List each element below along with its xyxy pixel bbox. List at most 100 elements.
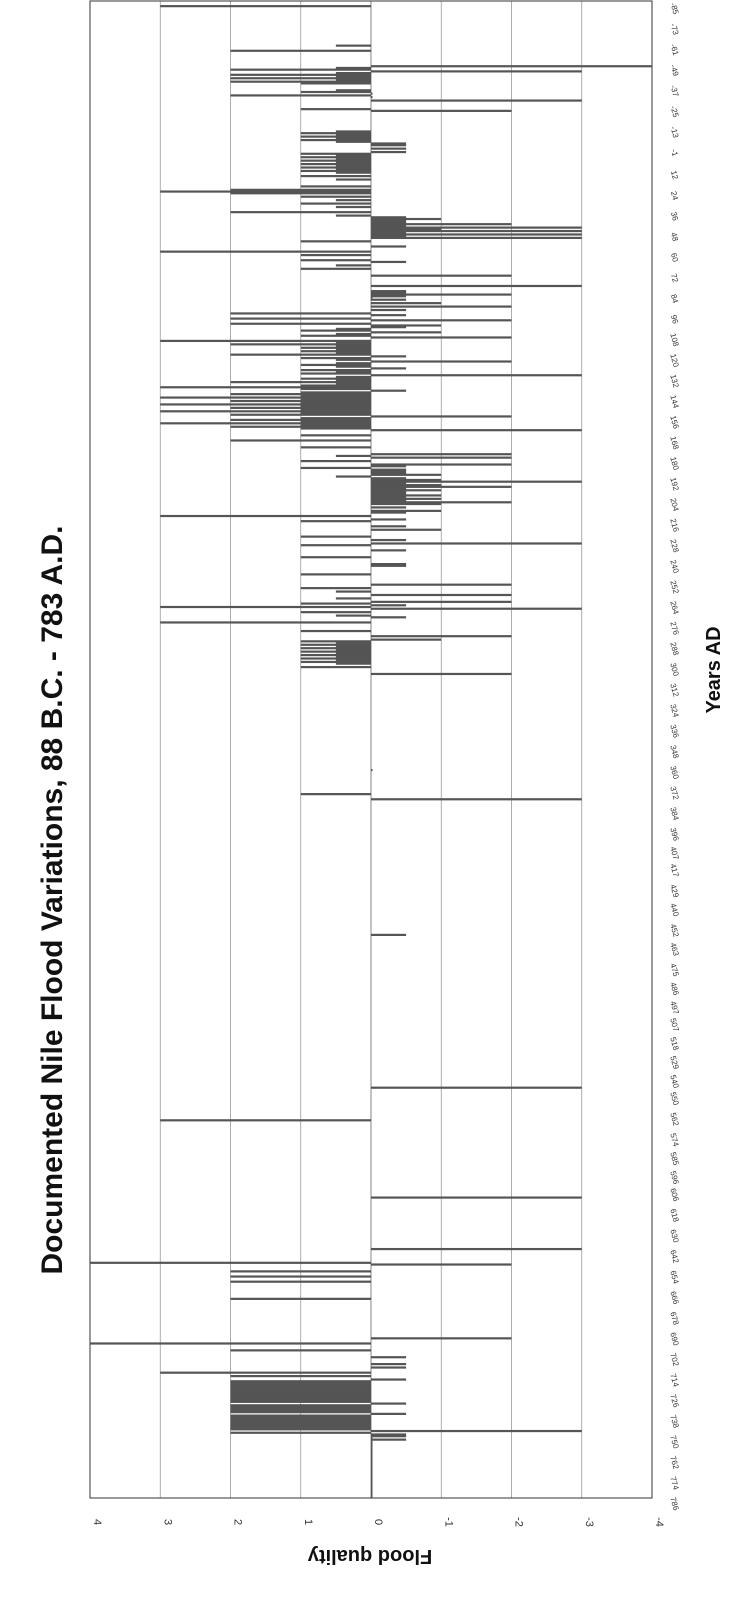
bar xyxy=(300,520,371,523)
bar xyxy=(230,1349,371,1352)
bar xyxy=(230,425,371,428)
bar xyxy=(371,99,582,102)
x-tick-label: 156 xyxy=(668,415,680,431)
bar xyxy=(335,78,371,82)
bar xyxy=(371,1366,407,1369)
x-tick-label: 518 xyxy=(668,1036,680,1052)
bar xyxy=(230,1395,371,1398)
bar xyxy=(371,1452,373,1455)
bar xyxy=(371,326,407,329)
bar xyxy=(371,144,407,147)
x-tick-label: 168 xyxy=(668,435,680,451)
x-tick-label: 507 xyxy=(668,1017,680,1033)
bar xyxy=(335,161,371,164)
bar xyxy=(300,423,371,427)
bar xyxy=(371,492,407,495)
bar xyxy=(300,175,371,178)
bar xyxy=(335,44,371,47)
bar xyxy=(371,465,407,468)
bar xyxy=(300,166,371,169)
x-tick-label: 216 xyxy=(668,518,680,534)
bar xyxy=(160,339,371,343)
bar xyxy=(371,480,582,483)
bar xyxy=(300,427,371,430)
bar xyxy=(335,157,371,161)
bar xyxy=(371,65,652,68)
bar xyxy=(371,295,407,298)
bar xyxy=(371,1196,582,1199)
bar xyxy=(371,260,407,264)
bar xyxy=(160,396,371,399)
bar xyxy=(335,382,371,385)
x-tick-label: 654 xyxy=(668,1270,680,1286)
bar xyxy=(335,659,371,662)
x-tick-label: 642 xyxy=(668,1249,680,1265)
bar xyxy=(300,587,371,590)
bar xyxy=(371,1493,373,1496)
bar xyxy=(230,343,371,346)
bar xyxy=(371,92,373,95)
x-tick-label: 540 xyxy=(668,1074,680,1090)
bar xyxy=(300,169,371,173)
bar xyxy=(160,1371,371,1374)
bar xyxy=(230,1385,371,1388)
bar xyxy=(371,147,407,150)
x-tick-label: 678 xyxy=(668,1311,680,1327)
bar xyxy=(335,168,371,171)
bar xyxy=(230,1375,371,1378)
bar xyxy=(300,108,371,111)
bar xyxy=(335,327,371,330)
bar xyxy=(371,1443,373,1446)
bar xyxy=(371,1455,373,1458)
bar xyxy=(230,1426,371,1429)
bar xyxy=(371,150,407,154)
x-tick-label: 240 xyxy=(668,559,680,575)
bar xyxy=(371,1490,373,1493)
x-tick-label: 312 xyxy=(668,682,680,698)
bar xyxy=(230,413,371,416)
bar xyxy=(300,159,371,162)
bar xyxy=(230,353,371,356)
bar xyxy=(335,614,371,617)
bar xyxy=(335,375,371,379)
y-tick-label: 1 xyxy=(302,1519,314,1525)
x-tick-label: 690 xyxy=(668,1331,680,1347)
x-tick-label: -13 xyxy=(669,125,681,139)
x-tick-label: 550 xyxy=(668,1091,680,1107)
bar xyxy=(371,293,512,296)
bar xyxy=(300,384,371,387)
bar xyxy=(371,308,407,312)
bar xyxy=(300,405,371,408)
x-tick-label: 108 xyxy=(668,332,680,348)
bar xyxy=(300,356,371,360)
bar xyxy=(300,417,371,420)
bar xyxy=(230,399,371,403)
bar xyxy=(160,5,371,8)
x-tick-label: 486 xyxy=(668,981,680,997)
bar xyxy=(230,322,371,325)
bar xyxy=(335,655,371,658)
bar xyxy=(230,80,371,83)
bar xyxy=(371,223,512,226)
x-tick-label: 36 xyxy=(669,211,680,222)
bar xyxy=(335,358,371,361)
bar xyxy=(371,1472,373,1476)
bar xyxy=(300,535,371,538)
bar xyxy=(371,616,407,619)
bar xyxy=(371,490,407,494)
x-tick-label: 630 xyxy=(668,1228,680,1244)
bar xyxy=(300,650,371,653)
bar xyxy=(371,1484,373,1488)
bar xyxy=(300,162,371,166)
x-tick-label: 84 xyxy=(669,293,680,304)
bar xyxy=(371,463,512,466)
bar xyxy=(300,132,371,135)
bar xyxy=(230,49,371,52)
bar xyxy=(371,933,407,937)
x-tick-label: -49 xyxy=(669,64,681,78)
bar xyxy=(371,1337,512,1340)
bar xyxy=(371,1435,407,1438)
bar xyxy=(230,1393,371,1397)
bar xyxy=(371,607,582,610)
bar xyxy=(371,1436,373,1440)
